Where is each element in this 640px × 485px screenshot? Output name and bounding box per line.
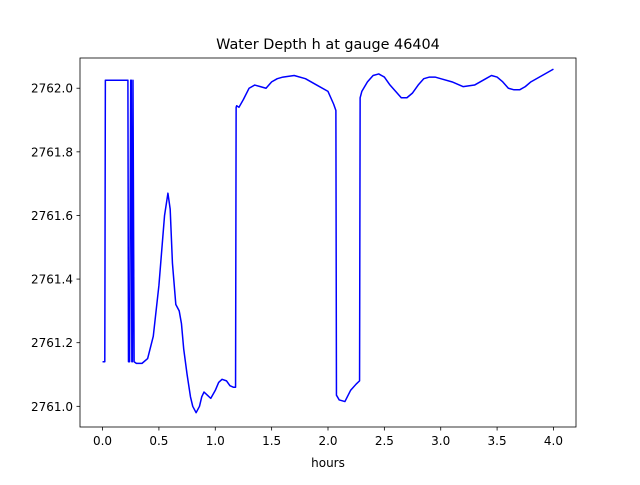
x-tick-label: 1.0	[206, 434, 225, 448]
plot-area	[102, 68, 554, 414]
axes: 0.0 0.5 1.0 1.5 2.0 2.5 3.0 3.5 4.0 2761.0 2761.2 2…	[31, 57, 577, 448]
x-tick-label: 3.0	[431, 434, 450, 448]
x-tick-label: 1.5	[262, 434, 281, 448]
y-tick-label: 2761.2	[31, 336, 73, 350]
chart-title: Water Depth h at gauge 46404	[216, 37, 440, 53]
x-tick-label: 4.0	[544, 434, 563, 448]
x-tick-label: 3.5	[488, 434, 507, 448]
x-tick-label: 0.5	[149, 434, 168, 448]
series-line-0	[102, 68, 554, 414]
y-tick-label: 2761.8	[31, 145, 73, 159]
x-tick-label: 0.0	[93, 434, 112, 448]
y-tick-label: 2762.0	[31, 82, 73, 96]
y-tick-label: 2761.0	[31, 400, 73, 414]
x-axis-label: hours	[311, 456, 345, 470]
x-tick-label: 2.0	[318, 434, 337, 448]
x-tick-label: 2.5	[375, 434, 394, 448]
y-tick-label: 2761.4	[31, 273, 73, 287]
y-tick-label: 2761.6	[31, 209, 73, 223]
